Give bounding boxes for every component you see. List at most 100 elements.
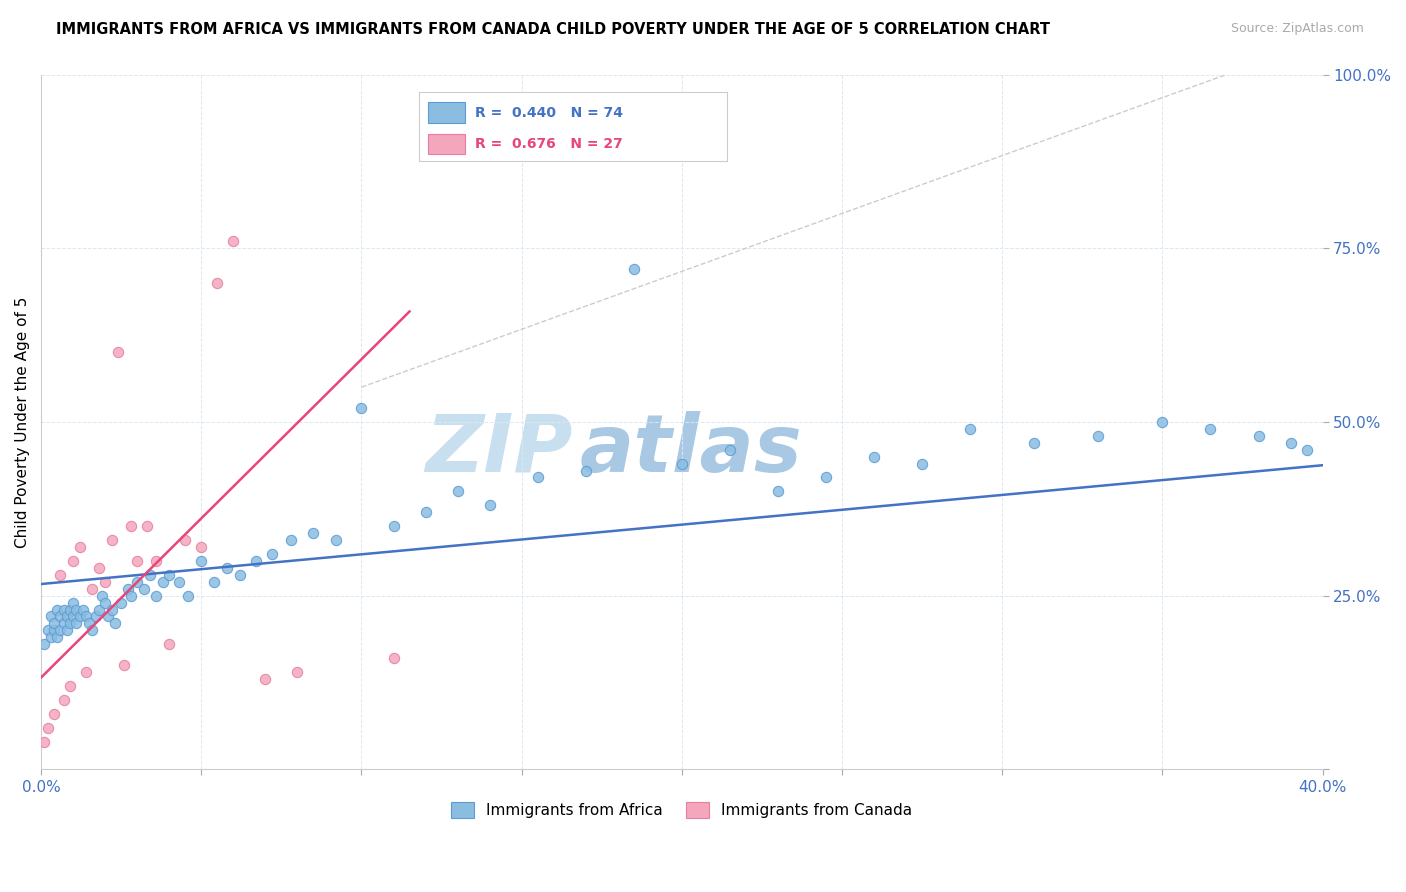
Point bbox=[766, 484, 789, 499]
Point bbox=[34, 637, 56, 651]
Point bbox=[52, 602, 75, 616]
Point bbox=[814, 470, 837, 484]
Point bbox=[94, 596, 117, 610]
Point bbox=[72, 602, 94, 616]
Text: ZIP: ZIP bbox=[426, 410, 572, 489]
Point bbox=[139, 567, 162, 582]
Point bbox=[107, 345, 129, 359]
Text: atlas: atlas bbox=[579, 410, 801, 489]
Point bbox=[127, 554, 149, 568]
Point bbox=[1087, 429, 1109, 443]
Point bbox=[446, 484, 468, 499]
Point bbox=[91, 589, 114, 603]
Point bbox=[75, 609, 97, 624]
Point bbox=[82, 624, 104, 638]
Point bbox=[260, 547, 283, 561]
Point bbox=[1199, 422, 1222, 436]
Point bbox=[152, 574, 174, 589]
Point bbox=[65, 616, 87, 631]
Point bbox=[120, 519, 142, 533]
Point bbox=[65, 602, 87, 616]
Point bbox=[222, 234, 245, 248]
Point bbox=[49, 567, 72, 582]
Point bbox=[112, 658, 135, 673]
Point bbox=[82, 582, 104, 596]
Point bbox=[39, 630, 62, 644]
Point bbox=[100, 602, 122, 616]
Point bbox=[77, 616, 100, 631]
Point bbox=[34, 734, 56, 748]
Point bbox=[87, 561, 110, 575]
Point bbox=[75, 665, 97, 679]
Point bbox=[478, 498, 501, 512]
Point bbox=[623, 262, 645, 277]
Point bbox=[84, 609, 107, 624]
Point bbox=[55, 609, 77, 624]
Point bbox=[49, 624, 72, 638]
Point bbox=[207, 276, 229, 290]
Point bbox=[382, 651, 405, 665]
Point bbox=[215, 561, 238, 575]
Point bbox=[37, 721, 59, 735]
Point bbox=[911, 457, 934, 471]
Point bbox=[526, 470, 548, 484]
Point bbox=[325, 533, 347, 547]
Point bbox=[718, 442, 741, 457]
Point bbox=[132, 582, 155, 596]
Point bbox=[59, 679, 82, 693]
Point bbox=[863, 450, 886, 464]
Point bbox=[117, 582, 139, 596]
Point bbox=[120, 589, 142, 603]
Point bbox=[959, 422, 981, 436]
Point bbox=[97, 609, 120, 624]
Point bbox=[229, 567, 252, 582]
Point bbox=[167, 574, 190, 589]
Point bbox=[127, 574, 149, 589]
Point bbox=[1279, 435, 1302, 450]
Point bbox=[104, 616, 127, 631]
Point bbox=[87, 602, 110, 616]
Point bbox=[94, 574, 117, 589]
Point bbox=[302, 526, 325, 541]
Point bbox=[350, 401, 373, 415]
Point bbox=[145, 554, 167, 568]
Point bbox=[59, 602, 82, 616]
Point bbox=[110, 596, 132, 610]
Point bbox=[49, 609, 72, 624]
Point bbox=[190, 554, 212, 568]
Point bbox=[37, 624, 59, 638]
Point bbox=[46, 630, 69, 644]
Point bbox=[52, 616, 75, 631]
Point bbox=[287, 665, 309, 679]
Point bbox=[415, 505, 437, 519]
Point bbox=[382, 519, 405, 533]
Point bbox=[575, 464, 598, 478]
Text: IMMIGRANTS FROM AFRICA VS IMMIGRANTS FROM CANADA CHILD POVERTY UNDER THE AGE OF : IMMIGRANTS FROM AFRICA VS IMMIGRANTS FRO… bbox=[56, 22, 1050, 37]
Text: Source: ZipAtlas.com: Source: ZipAtlas.com bbox=[1230, 22, 1364, 36]
Point bbox=[174, 533, 197, 547]
Point bbox=[202, 574, 225, 589]
Point bbox=[157, 567, 180, 582]
Point bbox=[1024, 435, 1046, 450]
Point bbox=[69, 540, 91, 554]
Y-axis label: Child Poverty Under the Age of 5: Child Poverty Under the Age of 5 bbox=[15, 296, 30, 548]
Point bbox=[42, 706, 65, 721]
Point bbox=[1247, 429, 1270, 443]
Point bbox=[59, 616, 82, 631]
Point bbox=[157, 637, 180, 651]
Legend: Immigrants from Africa, Immigrants from Canada: Immigrants from Africa, Immigrants from … bbox=[446, 796, 918, 824]
Point bbox=[100, 533, 122, 547]
Point bbox=[177, 589, 200, 603]
Point bbox=[46, 602, 69, 616]
Point bbox=[1152, 415, 1174, 429]
Point bbox=[62, 554, 84, 568]
Point bbox=[39, 609, 62, 624]
Point bbox=[62, 609, 84, 624]
Point bbox=[62, 596, 84, 610]
Point bbox=[52, 693, 75, 707]
Point bbox=[135, 519, 157, 533]
Point bbox=[190, 540, 212, 554]
Point bbox=[254, 672, 277, 686]
Point bbox=[55, 624, 77, 638]
Point bbox=[42, 616, 65, 631]
